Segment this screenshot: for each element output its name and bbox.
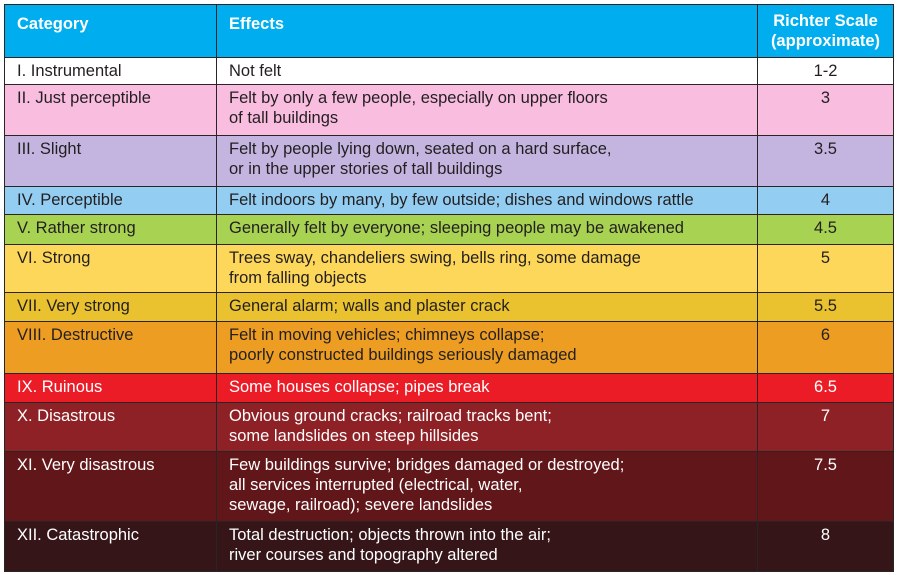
- category-cell: IX. Ruinous: [4, 373, 217, 403]
- header-row: Category Effects Richter Scale (approxim…: [4, 4, 894, 58]
- richter-cell: 6.5: [757, 373, 894, 403]
- category-cell: II. Just perceptible: [4, 84, 217, 136]
- richter-cell: 6: [757, 321, 894, 374]
- richter-cell: 4: [757, 186, 894, 215]
- table-row: I. Instrumental Not felt 1-2: [4, 57, 894, 85]
- effects-cell: Felt indoors by many, by few outside; di…: [216, 186, 758, 215]
- category-cell: X. Disastrous: [4, 402, 217, 452]
- category-cell: I. Instrumental: [4, 57, 217, 85]
- effects-cell: Felt in moving vehicles; chimneys collap…: [216, 321, 758, 374]
- effects-cell: Felt by people lying down, seated on a h…: [216, 135, 758, 187]
- effects-cell: Trees sway, chandeliers swing, bells rin…: [216, 244, 758, 293]
- table-row: V. Rather strong Generally felt by everyo…: [4, 214, 894, 245]
- category-cell: V. Rather strong: [4, 214, 217, 245]
- richter-cell: 1-2: [757, 57, 894, 85]
- category-cell: III. Slight: [4, 135, 217, 187]
- category-cell: VI. Strong: [4, 244, 217, 293]
- mercalli-richter-table: Category Effects Richter Scale (approxim…: [4, 4, 894, 572]
- table-row: XI. Very disastrous Few buildings survive…: [4, 451, 894, 522]
- header-effects: Effects: [216, 4, 758, 58]
- table-row: IV. Perceptible Felt indoors by many, by …: [4, 186, 894, 215]
- category-cell: VIII. Destructive: [4, 321, 217, 374]
- table-row: II. Just perceptible Felt by only a few p…: [4, 84, 894, 136]
- table-row: III. Slight Felt by people lying down, se…: [4, 135, 894, 187]
- effects-cell: Some houses collapse; pipes break: [216, 373, 758, 403]
- category-cell: XII. Catastrophic: [4, 521, 217, 572]
- header-richter-scale: Richter Scale (approximate): [757, 4, 894, 58]
- effects-cell: Felt by only a few people, especially on…: [216, 84, 758, 136]
- table-row: XII. Catastrophic Total destruction; obje…: [4, 521, 894, 572]
- effects-cell: Few buildings survive; bridges damaged o…: [216, 451, 758, 522]
- category-cell: XI. Very disastrous: [4, 451, 217, 522]
- table-row: VI. Strong Trees sway, chandeliers swing,…: [4, 244, 894, 293]
- table-row: X. Disastrous Obvious ground cracks; rail…: [4, 402, 894, 452]
- table-row: VIII. Destructive Felt in moving vehicles…: [4, 321, 894, 374]
- table-row: VII. Very strong General alarm; walls and…: [4, 292, 894, 322]
- richter-cell: 7: [757, 402, 894, 452]
- effects-cell: Not felt: [216, 57, 758, 85]
- richter-cell: 7.5: [757, 451, 894, 522]
- effects-cell: Obvious ground cracks; railroad tracks b…: [216, 402, 758, 452]
- richter-cell: 5.5: [757, 292, 894, 322]
- category-cell: IV. Perceptible: [4, 186, 217, 215]
- richter-cell: 8: [757, 521, 894, 572]
- richter-cell: 3: [757, 84, 894, 136]
- table-row: IX. Ruinous Some houses collapse; pipes b…: [4, 373, 894, 403]
- richter-cell: 3.5: [757, 135, 894, 187]
- effects-cell: General alarm; walls and plaster crack: [216, 292, 758, 322]
- richter-cell: 5: [757, 244, 894, 293]
- effects-cell: Generally felt by everyone; sleeping peo…: [216, 214, 758, 245]
- effects-cell: Total destruction; objects thrown into t…: [216, 521, 758, 572]
- category-cell: VII. Very strong: [4, 292, 217, 322]
- header-category: Category: [4, 4, 217, 58]
- richter-cell: 4.5: [757, 214, 894, 245]
